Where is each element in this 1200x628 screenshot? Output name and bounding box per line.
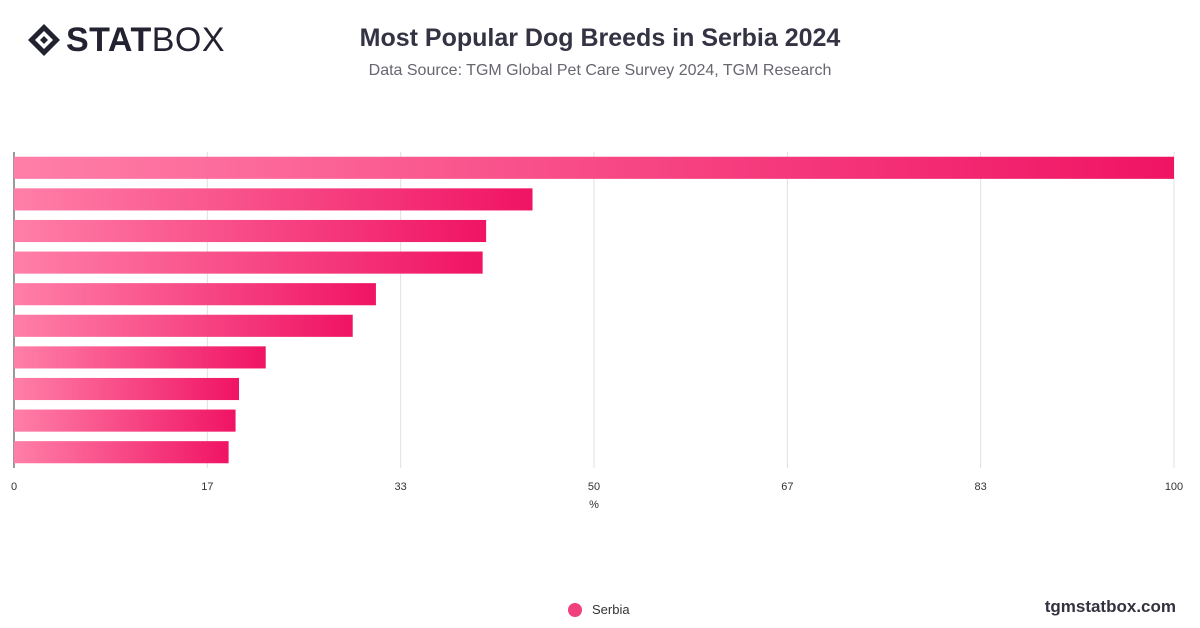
x-axis-label: %	[589, 499, 599, 511]
bar-serbia[interactable]	[14, 283, 376, 306]
x-tick-label: 67	[781, 481, 793, 493]
legend-label-serbia: Serbia	[592, 602, 630, 617]
chart-title: Most Popular Dog Breeds in Serbia 2024	[359, 24, 841, 52]
bar-serbia[interactable]	[14, 346, 266, 369]
bar-serbia[interactable]	[14, 219, 487, 243]
bar-serbia[interactable]	[14, 188, 533, 211]
footer-brand: tgmstatbox.com	[1044, 597, 1176, 616]
bar-serbia[interactable]	[14, 409, 236, 432]
logo-text-bold: STAT	[66, 21, 152, 59]
x-tick-label: 0	[11, 481, 17, 493]
legend[interactable]: Serbia	[568, 602, 630, 617]
bar-serbia[interactable]	[14, 156, 1174, 179]
chart-subtitle: Data Source: TGM Global Pet Care Survey …	[368, 62, 832, 79]
statbox-diamond-icon	[28, 24, 60, 56]
x-tick-label: 17	[201, 481, 213, 493]
x-tick-label: 100	[1165, 481, 1183, 493]
bar-serbia[interactable]	[14, 314, 353, 337]
bar-serbia[interactable]	[14, 441, 229, 464]
bar-serbia[interactable]	[14, 251, 483, 274]
x-tick-label: 50	[588, 481, 600, 493]
statbox-logo: STATBOX	[26, 22, 225, 58]
x-tick-label: 33	[395, 481, 407, 493]
logo-text-light: BOX	[151, 21, 226, 59]
bar-serbia[interactable]	[14, 377, 240, 401]
legend-marker-serbia	[568, 602, 582, 617]
x-tick-label: 83	[975, 481, 987, 493]
